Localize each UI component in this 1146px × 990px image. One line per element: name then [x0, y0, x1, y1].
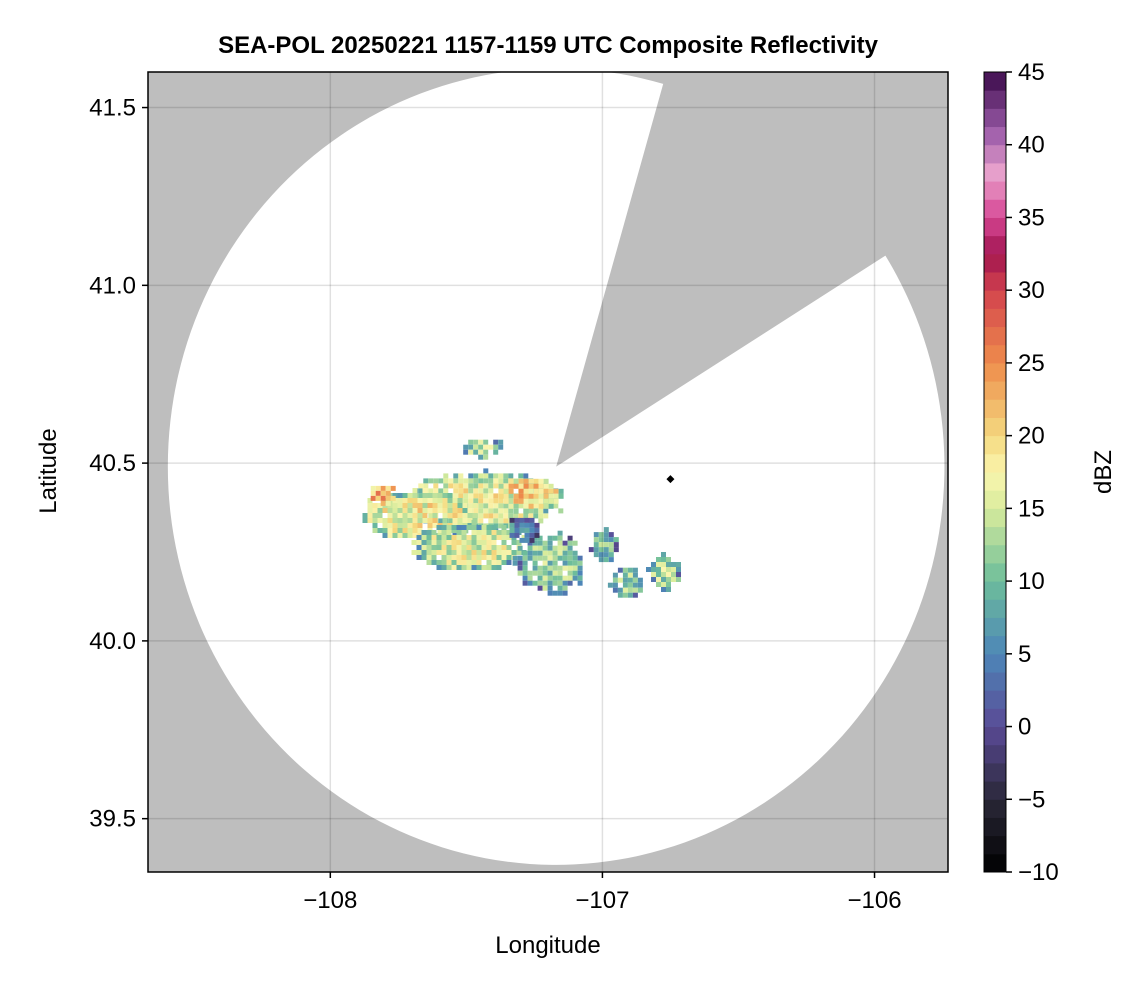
colorbar-band: [984, 344, 1006, 364]
colorbar-tick-label: 40: [1018, 132, 1045, 159]
colorbar-band: [984, 435, 1006, 455]
echo-region: [607, 567, 643, 598]
colorbar-band: [984, 290, 1006, 309]
colorbar-band: [984, 126, 1006, 146]
colorbar-band: [984, 799, 1006, 818]
colorbar-tick-label: −10: [1018, 859, 1059, 886]
reflectivity-field: [362, 439, 681, 598]
colorbar: −10 −5 0 5 10 15 20 25 30 35 40 45: [983, 59, 1059, 886]
colorbar-tick-label: 0: [1018, 714, 1031, 741]
colorbar-tick-label: 30: [1018, 277, 1045, 304]
colorbar-tick-label: 35: [1018, 204, 1045, 231]
colorbar-band: [984, 399, 1006, 418]
colorbar-band: [984, 144, 1006, 164]
y-tick-label: 39.5: [89, 806, 136, 833]
colorbar-band: [984, 199, 1006, 218]
colorbar-label: dBZ: [1090, 450, 1117, 494]
y-tick-label: 41.5: [89, 95, 136, 122]
echo-region: [498, 478, 564, 514]
colorbar-band: [984, 235, 1006, 255]
colorbar-band: [984, 326, 1006, 346]
colorbar-tick-label: 45: [1018, 59, 1045, 86]
colorbar-band: [984, 162, 1006, 182]
colorbar-band: [984, 362, 1006, 382]
echo-region: [588, 527, 619, 563]
chart-title: SEA-POL 20250221 1157-1159 UTC Composite…: [218, 32, 878, 59]
plot-area: [148, 72, 948, 872]
colorbar-border: [983, 71, 1007, 873]
colorbar-band: [984, 217, 1006, 237]
colorbar-tick-label: 5: [1018, 641, 1031, 668]
colorbar-band: [984, 562, 1006, 582]
y-tick-label: 40.5: [89, 450, 136, 477]
colorbar-band: [984, 490, 1006, 509]
radar-coverage-area: [167, 72, 945, 865]
y-tick-label: 41.0: [89, 272, 136, 299]
colorbar-band: [984, 72, 1006, 91]
colorbar-band: [984, 272, 1006, 291]
colorbar-band: [984, 181, 1006, 200]
y-axis-label: Latitude: [35, 428, 62, 513]
colorbar-band: [984, 453, 1006, 473]
colorbar-band: [984, 726, 1006, 746]
colorbar-band: [984, 90, 1006, 109]
colorbar-tick-label: 25: [1018, 350, 1045, 377]
colorbar-band: [984, 617, 1006, 637]
echo-region: [509, 517, 540, 543]
colorbar-band: [984, 599, 1006, 618]
colorbar-tick-label: 10: [1018, 568, 1045, 595]
colorbar-band: [984, 708, 1006, 728]
x-axis-ticks: −108 −107 −106: [303, 872, 902, 914]
echo-region: [411, 520, 527, 570]
x-tick-label: −107: [575, 887, 629, 914]
colorbar-band: [984, 835, 1006, 855]
colorbar-band: [984, 108, 1006, 128]
radar-marker: [666, 475, 675, 484]
colorbar-band: [984, 853, 1006, 873]
colorbar-tick-label: −5: [1018, 786, 1045, 813]
colorbar-band: [984, 653, 1006, 673]
colorbar-band: [984, 526, 1006, 546]
colorbar-band: [984, 472, 1006, 491]
colorbar-band: [984, 690, 1006, 709]
plot-border: [147, 71, 949, 873]
plot-frame: [147, 71, 949, 873]
grid-lines: [148, 72, 948, 872]
colorbar-band: [984, 762, 1006, 782]
colorbar-band: [984, 381, 1006, 400]
echo-region: [370, 485, 396, 506]
colorbar-band: [984, 508, 1006, 528]
colorbar-band: [984, 544, 1006, 564]
colorbar-band: [984, 253, 1006, 273]
colorbar-band: [984, 635, 1006, 655]
colorbar-band: [984, 817, 1006, 837]
x-axis-label: Longitude: [495, 932, 600, 959]
colorbar-band: [984, 581, 1006, 600]
colorbar-tick-label: 20: [1018, 423, 1045, 450]
colorbar-band: [984, 781, 1006, 800]
colorbar-tick-label: 15: [1018, 495, 1045, 522]
echo-region: [463, 439, 504, 460]
echo-region: [512, 530, 583, 596]
colorbar-band: [984, 744, 1006, 764]
colorbar-band: [984, 308, 1006, 328]
y-axis-ticks: 39.5 40.0 40.5 41.0 41.5: [89, 95, 148, 833]
echo-region: [646, 552, 681, 592]
x-tick-label: −106: [847, 887, 901, 914]
x-tick-label: −108: [303, 887, 357, 914]
colorbar-band: [984, 417, 1006, 437]
colorbar-band: [984, 672, 1006, 691]
y-tick-label: 40.0: [89, 628, 136, 655]
